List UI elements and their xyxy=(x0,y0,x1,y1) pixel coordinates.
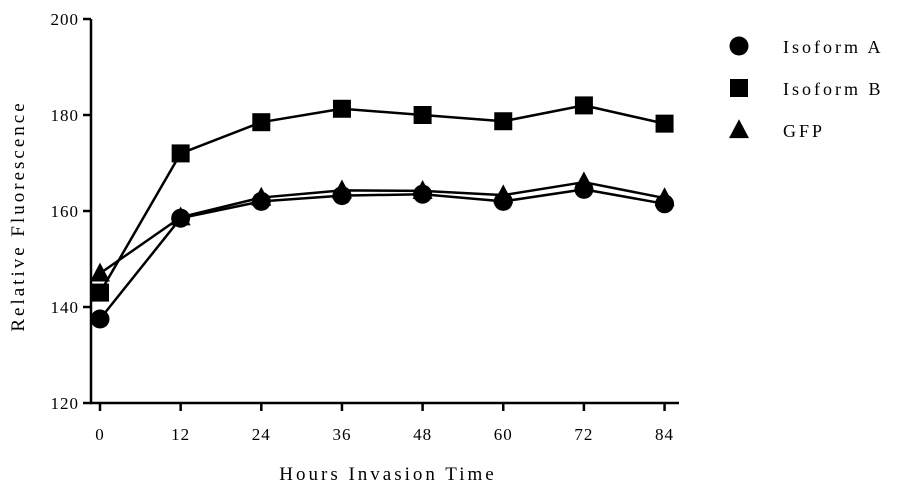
legend-marker-isoform-a xyxy=(729,36,749,56)
data-point-isoform-b xyxy=(655,114,674,133)
legend: Isoform A Isoform B GFP xyxy=(729,36,884,141)
series-line-isoform-b xyxy=(98,104,665,294)
series-layer xyxy=(90,96,675,329)
axes: 120 140 160 180 200 0 12 24 36 48 60 72 84 xyxy=(51,10,679,444)
series-line-isoform-a xyxy=(99,188,665,320)
x-axis-title: Hours Invasion Time xyxy=(279,464,496,485)
x-tick-label: 60 xyxy=(494,425,513,444)
x-tick-label: 0 xyxy=(95,425,105,444)
data-point-gfp xyxy=(493,184,514,204)
data-point-isoform-b xyxy=(91,283,109,302)
data-point-gfp xyxy=(412,180,433,199)
series-gfp xyxy=(90,171,675,282)
legend-marker-gfp xyxy=(729,119,749,139)
x-tick-label: 36 xyxy=(332,425,351,444)
y-tick-label: 180 xyxy=(51,106,80,125)
data-point-isoform-b xyxy=(171,144,190,163)
legend-label-isoform-b: Isoform B xyxy=(783,79,884,99)
x-tick-label: 12 xyxy=(171,425,190,444)
series-line-gfp xyxy=(99,180,665,275)
series-isoform-b xyxy=(91,96,674,302)
y-tick-label: 160 xyxy=(51,202,80,221)
legend-item-gfp: GFP xyxy=(729,119,825,141)
y-axis-title: Relative Fluorescence xyxy=(8,100,29,331)
x-tick-label: 72 xyxy=(574,425,593,444)
legend-label-gfp: GFP xyxy=(783,121,825,141)
data-point-isoform-b xyxy=(252,113,271,132)
data-point-gfp xyxy=(573,171,594,191)
y-tick-label: 140 xyxy=(51,298,80,317)
legend-item-isoform-b: Isoform B xyxy=(730,79,884,99)
legend-item-isoform-a: Isoform A xyxy=(729,36,884,57)
y-tick-label: 120 xyxy=(51,394,80,413)
series-isoform-a xyxy=(90,179,675,329)
legend-marker-isoform-b xyxy=(730,79,748,97)
data-point-gfp xyxy=(331,179,352,199)
data-point-gfp xyxy=(90,262,110,282)
data-point-gfp xyxy=(251,186,272,206)
data-point-isoform-b xyxy=(574,96,593,115)
x-tick-label: 84 xyxy=(655,425,674,444)
legend-label-isoform-a: Isoform A xyxy=(783,37,884,57)
data-point-gfp xyxy=(170,206,191,226)
data-point-isoform-b xyxy=(413,106,432,124)
data-point-isoform-b xyxy=(494,112,513,131)
data-point-isoform-b xyxy=(332,99,351,118)
data-point-gfp xyxy=(654,187,675,207)
x-tick-label: 48 xyxy=(413,425,432,444)
y-tick-label: 200 xyxy=(51,10,80,29)
data-point-isoform-a xyxy=(90,309,110,329)
x-tick-label: 24 xyxy=(252,425,271,444)
